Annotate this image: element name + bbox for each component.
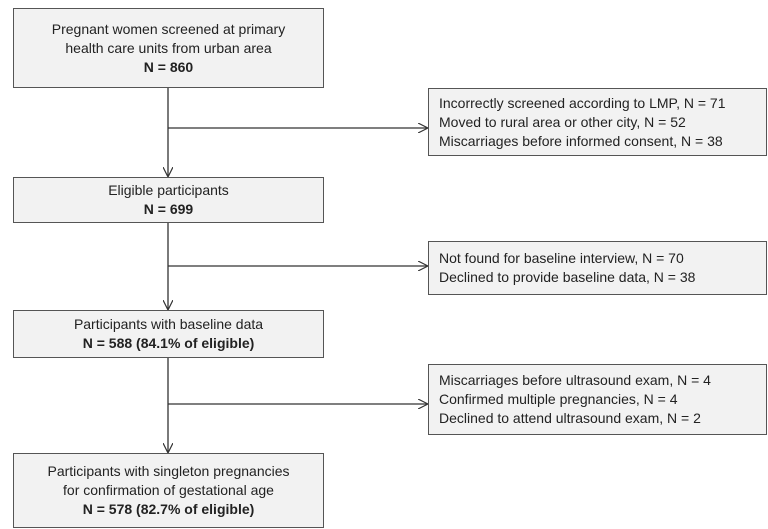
node-text: Participants with singleton pregnancies — [47, 463, 290, 479]
node-text: for confirmation of gestational age — [63, 482, 274, 498]
node-box: Participants with singleton pregnancies f… — [13, 453, 324, 528]
node-count: N = 578 (82.7% of eligible) — [82, 501, 255, 517]
exclusion-text: Declined to provide baseline data, N = 3… — [439, 269, 696, 285]
exclusion-text: Moved to rural area or other city, N = 5… — [439, 113, 686, 130]
node-box: Eligible participants N = 699 — [13, 177, 324, 223]
exclusion-text: Declined to attend ultrasound exam, N = … — [439, 410, 701, 426]
node-box: Participants with baseline data N = 588 (… — [13, 310, 324, 358]
node-text: Participants with baseline data — [73, 316, 264, 332]
exclusion-text: Not found for baseline interview, N = 70 — [439, 250, 684, 266]
node-box: Pregnant women screened at primary health… — [13, 8, 324, 88]
exclusion-box: Not found for baseline interview, N = 70… — [428, 241, 767, 295]
node-text: health care units from urban area — [65, 39, 272, 56]
node-text: Eligible participants — [108, 182, 229, 198]
node-count: N = 860 — [143, 58, 194, 75]
exclusion-text: Miscarriages before informed consent, N … — [439, 132, 723, 149]
exclusion-text: Miscarriages before ultrasound exam, N =… — [439, 372, 711, 388]
exclusion-box: Miscarriages before ultrasound exam, N =… — [428, 364, 767, 435]
exclusion-text: Incorrectly screened according to LMP, N… — [439, 94, 726, 111]
exclusion-box: Incorrectly screened according to LMP, N… — [428, 88, 767, 156]
node-count: N = 588 (84.1% of eligible) — [82, 335, 255, 351]
exclusion-text: Confirmed multiple pregnancies, N = 4 — [439, 391, 678, 407]
node-count: N = 699 — [143, 201, 194, 217]
node-text: Pregnant women screened at primary — [51, 20, 286, 37]
